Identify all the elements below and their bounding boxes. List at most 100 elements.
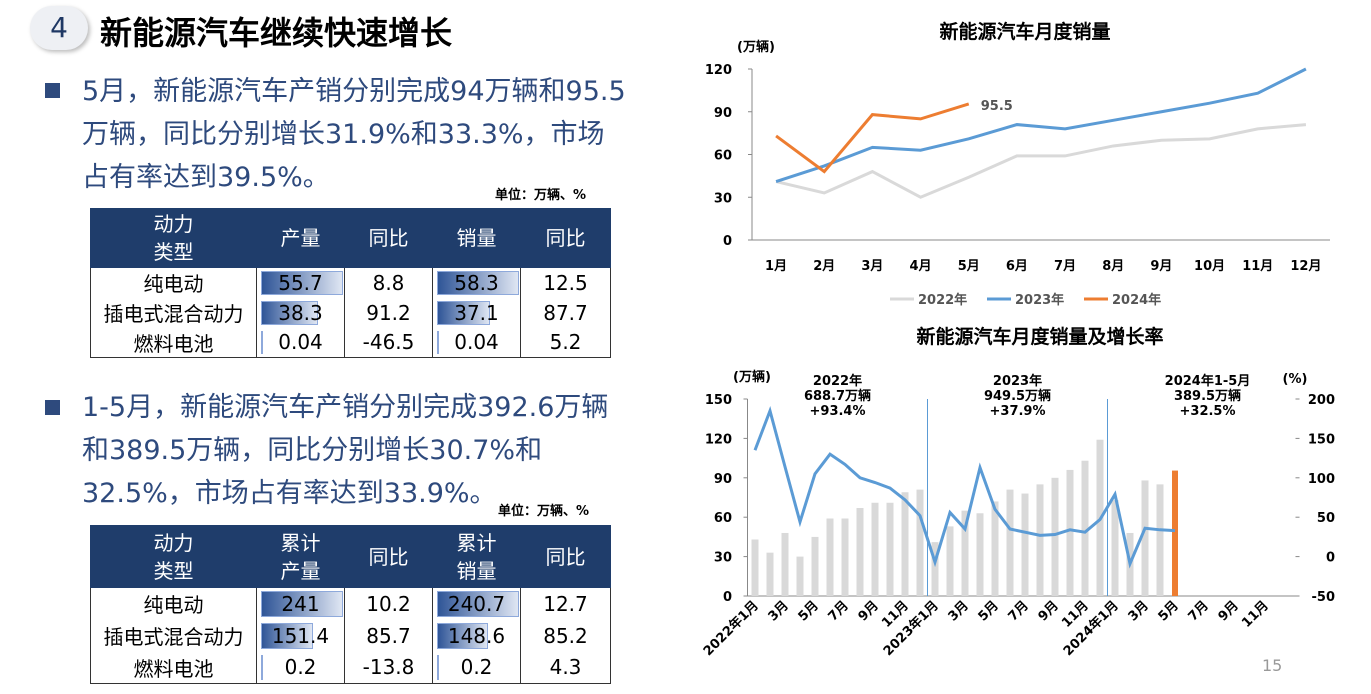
bullet-text: 1-5月，新能源汽车产销分别完成392.6万辆和389.5万辆，同比分别增长30… <box>82 392 609 509</box>
data-label: 95.5 <box>981 99 1013 114</box>
line-series <box>775 67 1307 184</box>
x-tick-label: 6月 <box>1006 259 1028 274</box>
cell: 10.2 <box>344 587 433 620</box>
cell: 燃料电池 <box>90 651 257 684</box>
bullet-text: 5月，新能源汽车产销分别完成94万辆和95.5万辆，同比分别增长31.9%和33… <box>82 76 626 193</box>
y-tick-label: 0 <box>723 234 732 249</box>
header-cell: 动力类型 <box>90 525 257 588</box>
x-tick-label: 2022年1月 <box>700 598 762 660</box>
cell-text: 纯电动 <box>143 272 204 297</box>
slide-title: 新能源汽车继续快速增长 <box>100 14 453 52</box>
header-text: 同比 <box>368 226 409 250</box>
x-tick-label: 7月 <box>1006 598 1032 624</box>
header-text: 动力类型 <box>153 530 194 583</box>
header-cell: 同比 <box>520 525 611 588</box>
y-axis-label: (万辆) <box>733 369 771 385</box>
annotation: 2022年 <box>813 373 862 389</box>
cell-text: 5.2 <box>549 330 582 355</box>
header-text: 累计产量 <box>280 530 321 583</box>
data-table: 动力类型 产量 同比 销量 同比 纯电动 55.7 8.8 58.3 12.5 插电式混合动力 38.… <box>90 208 611 358</box>
bar <box>751 539 759 596</box>
data-bar <box>437 591 519 617</box>
cell: 0.04 <box>432 327 521 358</box>
unit-note: 单位：万辆、% <box>498 504 590 519</box>
cell: 8.8 <box>344 267 433 298</box>
y2-tick-label: -50 <box>1312 590 1336 605</box>
data-bar <box>261 271 343 295</box>
y-tick-label: 0 <box>723 590 732 605</box>
cell-text: 151.4 <box>271 623 330 648</box>
cell: 241 <box>256 587 345 620</box>
x-tick-label: 5月 <box>958 259 980 274</box>
header-text: 动力类型 <box>153 212 194 264</box>
bar <box>871 502 879 596</box>
bullet-marker <box>45 400 60 415</box>
chart-title: 新能源汽车月度销量 <box>939 20 1110 43</box>
bar <box>856 508 864 596</box>
row: 插电式混合动力 38.3 91.2 37.1 87.7 <box>90 297 611 328</box>
y-tick-label: 30 <box>714 191 732 206</box>
annotation: 2024年1-5月 <box>1165 373 1251 389</box>
y2-tick-label: 150 <box>1308 432 1335 447</box>
cell-text: 38.3 <box>278 300 323 325</box>
bar <box>1172 470 1178 596</box>
data-bar <box>437 271 519 295</box>
cell: 87.7 <box>520 297 611 328</box>
x-tick-label: 4月 <box>910 259 932 274</box>
cell-text: 241 <box>281 591 320 616</box>
bar <box>976 513 984 596</box>
row: 燃料电池 0.2 -13.8 0.2 4.3 <box>90 651 611 684</box>
header-cell: 动力类型 <box>90 208 257 268</box>
section-number: 4 <box>30 6 88 50</box>
cell-text: 燃料电池 <box>133 656 214 681</box>
y2-tick-label: 50 <box>1317 511 1335 526</box>
bar <box>886 502 894 596</box>
x-tick-label: 10月 <box>1194 259 1225 274</box>
header-cell: 销量 <box>432 208 521 268</box>
data-bar <box>437 654 440 680</box>
annotation: 389.5万辆 <box>1174 388 1241 404</box>
data-bar <box>437 300 490 325</box>
y-tick-label: 90 <box>714 472 732 487</box>
cell-text: 85.2 <box>543 623 588 648</box>
y-tick-label: 150 <box>705 393 732 408</box>
data-bar <box>261 654 264 680</box>
y-tick-label: 120 <box>705 432 732 447</box>
row: 纯电动 241 10.2 240.7 12.7 <box>90 587 611 620</box>
bar <box>796 556 804 596</box>
cell-text: 58.3 <box>454 270 499 295</box>
y-tick-label: 90 <box>714 106 732 121</box>
cell: -46.5 <box>344 327 433 358</box>
cell-text: 37.1 <box>454 300 499 325</box>
x-tick-label: 5月 <box>796 598 822 624</box>
cell-text: 85.7 <box>366 623 411 648</box>
header-row: 动力类型 产量 同比 销量 同比 <box>90 208 611 268</box>
bar <box>901 492 909 596</box>
bar <box>916 489 924 596</box>
unit-note: 单位：万辆、% <box>495 188 587 203</box>
x-tick-label: 3月 <box>1126 598 1152 624</box>
x-tick-label: 3月 <box>861 259 883 274</box>
data-bar <box>261 300 318 325</box>
chart-title: 新能源汽车月度销量及增长率 <box>916 325 1163 348</box>
bar <box>946 526 954 596</box>
cell: 85.2 <box>520 619 611 652</box>
x-tick-label: 9月 <box>1150 259 1172 274</box>
header-cell: 同比 <box>344 208 433 268</box>
data-bar <box>437 330 440 354</box>
bar <box>1111 500 1119 596</box>
x-tick-label: 9月 <box>1036 598 1062 624</box>
y-tick-label: 60 <box>714 511 732 526</box>
bar <box>1141 480 1149 596</box>
annotation: +37.9% <box>990 404 1046 419</box>
cell-text: 87.7 <box>543 300 588 325</box>
cell: 12.7 <box>520 587 611 620</box>
cell-text: 插电式混合动力 <box>103 625 244 649</box>
legend-label: 2022年 <box>918 292 967 308</box>
cell: 37.1 <box>432 297 521 328</box>
header-text: 同比 <box>545 544 586 569</box>
cell: 插电式混合动力 <box>90 619 257 652</box>
x-tick-label: 11月 <box>1242 259 1273 274</box>
cell: 插电式混合动力 <box>90 297 257 328</box>
